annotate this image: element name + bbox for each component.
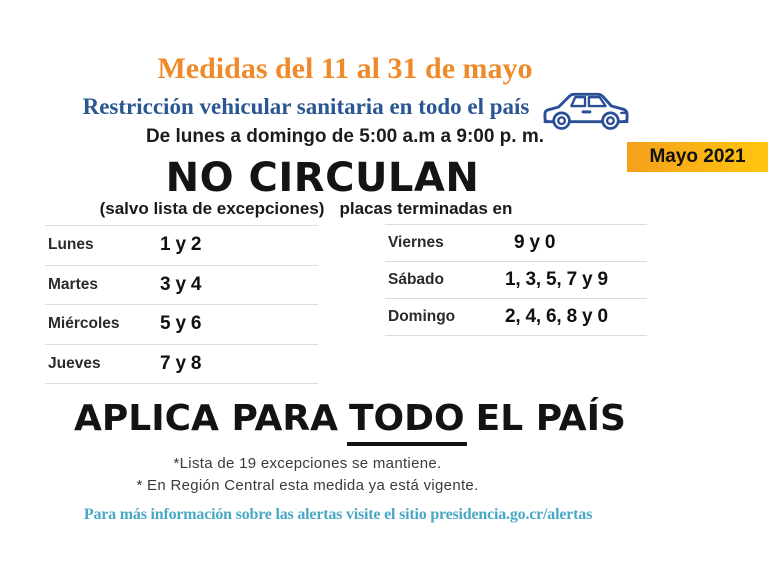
plates-label: placas terminadas en — [339, 199, 513, 218]
restriction-table-left: Lunes 1 y 2 Martes 3 y 4 Miércoles 5 y 6… — [45, 225, 318, 384]
plates-value: 5 y 6 — [160, 313, 202, 335]
plates-value: 2, 4, 6, 8 y 0 — [505, 306, 608, 327]
table-row: Domingo 2, 4, 6, 8 y 0 — [385, 299, 647, 336]
car-icon — [543, 92, 629, 130]
footnote-region-central: * En Región Central esta medida ya está … — [136, 477, 479, 494]
day-label: Miércoles — [48, 315, 120, 333]
table-row: Sábado 1, 3, 5, 7 y 9 — [385, 262, 647, 299]
plates-value: 1 y 2 — [160, 234, 202, 256]
table-row: Lunes 1 y 2 — [45, 226, 318, 266]
day-label: Lunes — [48, 236, 94, 254]
footnote-exceptions: *Lista de 19 excepciones se mantiene. — [173, 455, 442, 472]
info-link-line: Para más información sobre las alertas v… — [83, 506, 593, 523]
month-badge: Mayo 2021 — [627, 142, 768, 172]
page-subtitle: Restricción vehicular sanitaria en todo … — [82, 94, 530, 119]
day-label: Sábado — [388, 271, 444, 288]
restriction-table-right: Viernes 9 y 0 Sábado 1, 3, 5, 7 y 9 Domi… — [385, 224, 647, 336]
table-row: Viernes 9 y 0 — [385, 225, 647, 262]
restriction-subheading: (salvo lista de excepciones) placas term… — [0, 199, 612, 219]
applies-suffix: EL PAÍS — [475, 398, 626, 439]
plates-value: 9 y 0 — [514, 232, 556, 253]
schedule-hours: De lunes a domingo de 5:00 a.m a 9:00 p.… — [145, 126, 545, 147]
plates-value: 7 y 8 — [160, 352, 202, 374]
day-label: Martes — [48, 275, 98, 293]
day-label: Domingo — [388, 308, 456, 325]
subtitle-row: Restricción vehicular sanitaria en todo … — [0, 84, 712, 130]
no-circulan-heading: NO CIRCULAN — [165, 155, 480, 201]
table-row: Martes 3 y 4 — [45, 266, 318, 305]
applies-underlined-word: TODO — [346, 398, 467, 446]
page-title: Medidas del 11 al 31 de mayo — [157, 52, 533, 85]
table-row: Miércoles 5 y 6 — [45, 305, 318, 345]
plates-value: 1, 3, 5, 7 y 9 — [505, 269, 608, 290]
exceptions-note: (salvo lista de excepciones) — [99, 199, 325, 218]
applies-prefix: APLICA PARA — [74, 398, 338, 439]
day-label: Jueves — [48, 354, 101, 372]
applies-statement: APLICA PARA TODO EL PAÍS — [0, 398, 700, 446]
plates-value: 3 y 4 — [160, 273, 202, 295]
day-label: Viernes — [388, 234, 444, 251]
table-row: Jueves 7 y 8 — [45, 345, 318, 384]
